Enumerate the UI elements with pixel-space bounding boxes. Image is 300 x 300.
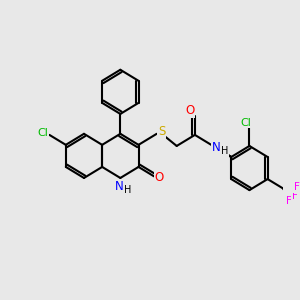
Text: H: H — [124, 185, 131, 195]
Text: H: H — [221, 146, 229, 156]
Text: O: O — [185, 104, 194, 117]
Text: N: N — [115, 180, 123, 193]
Text: F: F — [292, 190, 298, 201]
Text: Cl: Cl — [241, 118, 251, 128]
Text: F: F — [286, 196, 292, 206]
Text: F: F — [294, 182, 300, 192]
Text: Cl: Cl — [38, 128, 49, 138]
Text: O: O — [154, 171, 164, 184]
Text: S: S — [158, 125, 165, 138]
Text: N: N — [212, 141, 221, 154]
